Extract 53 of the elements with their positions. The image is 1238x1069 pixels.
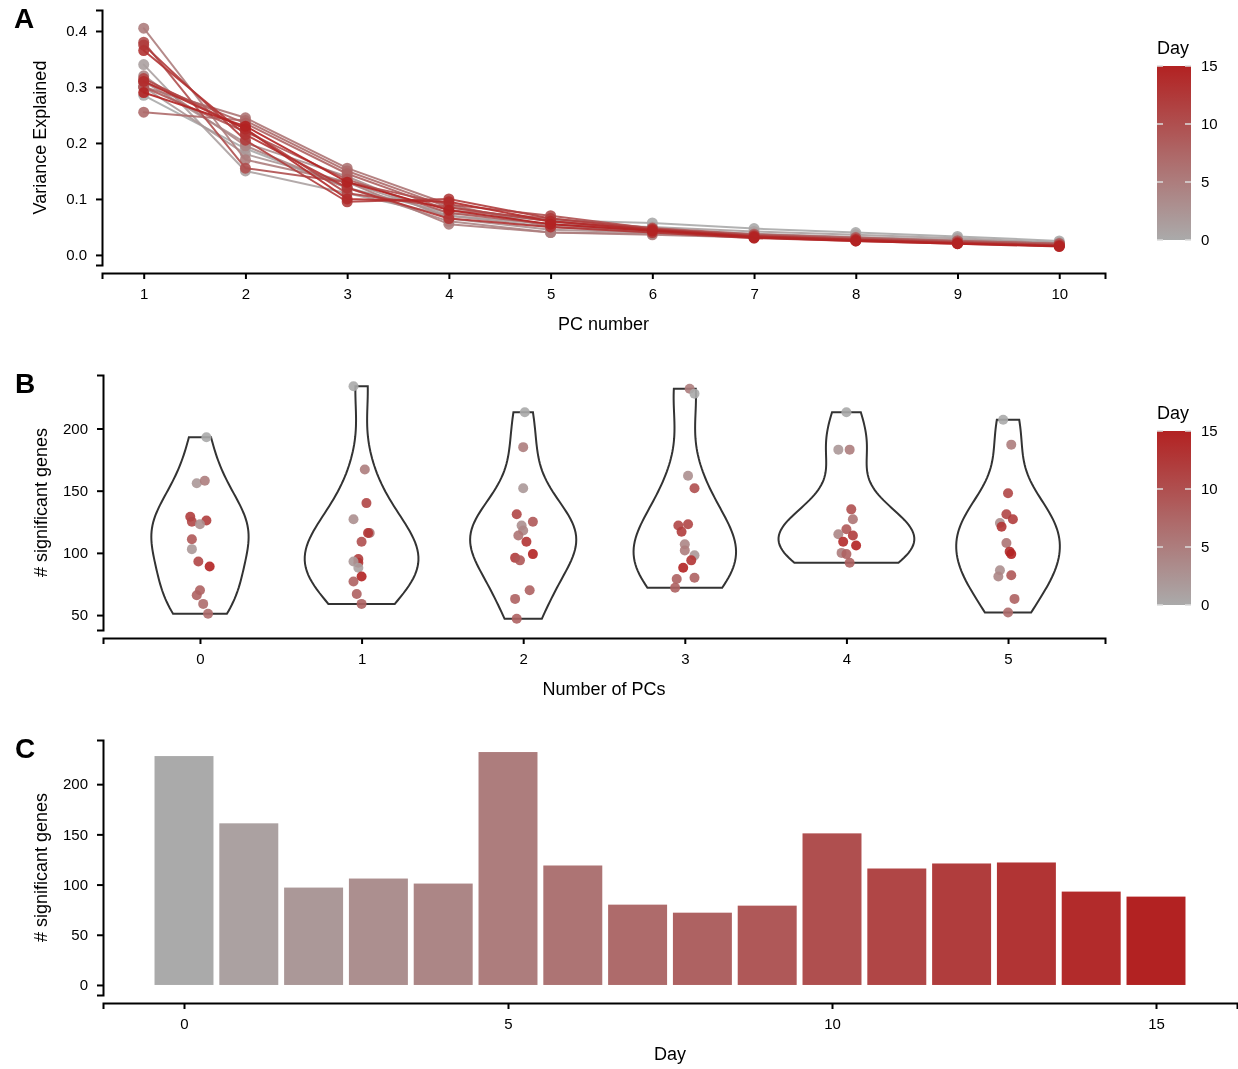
y-tick-label: 50	[71, 606, 88, 624]
x-tick-label: 0	[196, 649, 205, 667]
color-bar-label: 10	[1201, 480, 1218, 498]
color-bar-label: 5	[1201, 173, 1210, 191]
x-tick-label: 2	[519, 649, 528, 667]
y-tick-label: 0.2	[66, 134, 87, 152]
x-tick-label: 1	[357, 649, 367, 667]
x-tick-label: 4	[842, 649, 852, 667]
y-axis-title: Variance Explained	[30, 60, 50, 215]
color-bar-title: Day	[1157, 403, 1190, 423]
color-bar-title: Day	[1157, 38, 1190, 58]
x-tick-label: 6	[648, 284, 657, 302]
color-bar-label: 15	[1201, 57, 1218, 75]
color-bar-label: 5	[1201, 538, 1210, 556]
x-axis-title: PC number	[557, 314, 650, 334]
x-tick-label: 0	[180, 1014, 189, 1032]
y-tick-label: 50	[71, 926, 88, 944]
x-tick-label: 2	[241, 284, 251, 302]
x-tick-label: 3	[343, 284, 352, 302]
color-bar-label: 10	[1201, 115, 1218, 133]
color-bar-label: 0	[1201, 231, 1210, 249]
x-tick-label: 5	[504, 1014, 513, 1032]
x-tick-label: 8	[852, 284, 861, 302]
y-tick-label: 150	[62, 481, 88, 499]
color-bar-label: 15	[1201, 422, 1218, 440]
y-tick-label: 100	[62, 544, 88, 562]
y-tick-label: 150	[62, 825, 88, 843]
y-tick-label: 0.0	[66, 246, 87, 264]
y-tick-label: 100	[62, 875, 88, 893]
x-tick-label: 1	[140, 284, 149, 302]
x-axis-title: Number of PCs	[542, 679, 666, 699]
x-tick-label: 5	[1004, 649, 1013, 667]
y-tick-label: 0.3	[66, 78, 87, 96]
x-axis-title: Day	[653, 1044, 687, 1064]
x-tick-label: 3	[681, 649, 690, 667]
y-axis-title: # significant genes	[31, 792, 51, 943]
y-tick-label: 0.1	[66, 190, 87, 208]
x-tick-label: 4	[445, 284, 454, 302]
y-tick-label: 0.4	[66, 22, 87, 40]
x-tick-label: 10	[1051, 284, 1069, 302]
y-tick-label: 200	[62, 775, 88, 793]
chart-title: B	[15, 368, 36, 399]
x-tick-label: 15	[1148, 1014, 1165, 1032]
y-axis-title: # significant genes	[31, 427, 51, 578]
x-tick-label: 7	[750, 284, 759, 302]
x-tick-label: 9	[953, 284, 963, 302]
y-tick-label: 200	[62, 419, 88, 437]
chart-title: A	[14, 3, 35, 34]
chart-title: C	[15, 733, 36, 764]
x-tick-label: 5	[546, 284, 556, 302]
y-tick-label: 0	[79, 976, 88, 994]
color-bar-label: 0	[1201, 596, 1210, 614]
x-tick-label: 10	[824, 1014, 841, 1032]
